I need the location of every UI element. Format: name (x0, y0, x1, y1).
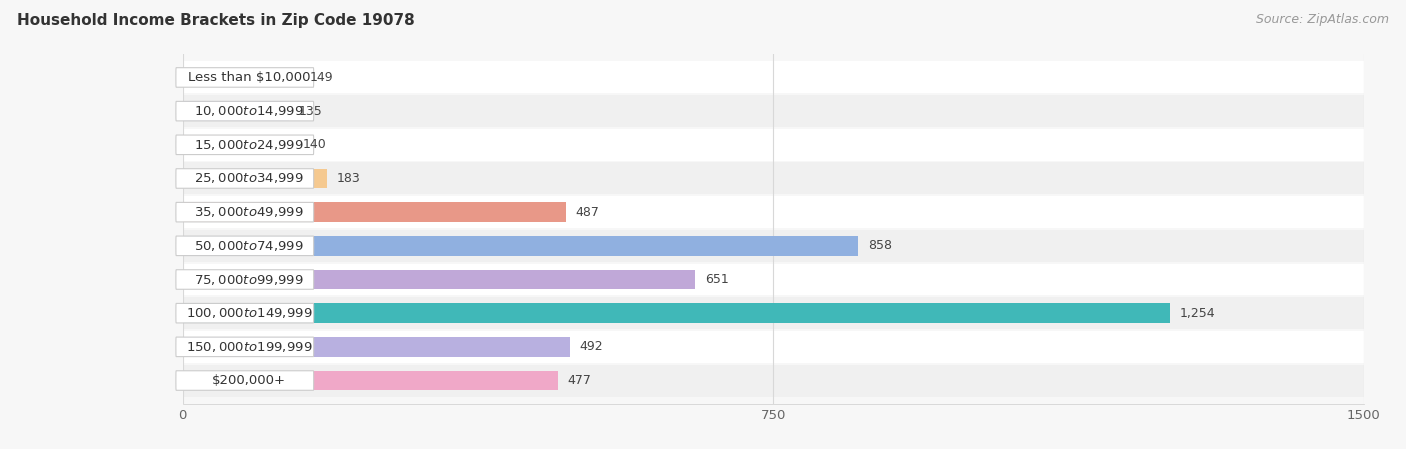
FancyBboxPatch shape (176, 202, 314, 222)
FancyBboxPatch shape (176, 270, 314, 289)
FancyBboxPatch shape (176, 371, 314, 390)
Bar (183, 129, 1364, 161)
FancyBboxPatch shape (176, 101, 314, 121)
FancyBboxPatch shape (176, 236, 314, 255)
Bar (183, 264, 1364, 295)
Text: $150,000 to $199,999: $150,000 to $199,999 (186, 340, 312, 354)
Text: $75,000 to $99,999: $75,000 to $99,999 (194, 273, 304, 286)
Bar (183, 95, 1364, 127)
Bar (183, 270, 696, 289)
Text: 858: 858 (868, 239, 891, 252)
Text: $50,000 to $74,999: $50,000 to $74,999 (194, 239, 304, 253)
Text: 1,254: 1,254 (1180, 307, 1215, 320)
Text: Source: ZipAtlas.com: Source: ZipAtlas.com (1256, 13, 1389, 26)
Bar (183, 365, 1364, 396)
Text: 487: 487 (575, 206, 599, 219)
Text: 149: 149 (309, 71, 333, 84)
Bar (183, 337, 571, 357)
Text: $35,000 to $49,999: $35,000 to $49,999 (194, 205, 304, 219)
Bar (183, 230, 1364, 262)
Text: 140: 140 (302, 138, 326, 151)
Bar (183, 331, 1364, 363)
FancyBboxPatch shape (176, 304, 314, 323)
Bar (183, 196, 1364, 228)
Bar (183, 236, 858, 255)
Text: 477: 477 (568, 374, 592, 387)
Text: Household Income Brackets in Zip Code 19078: Household Income Brackets in Zip Code 19… (17, 13, 415, 28)
Text: 183: 183 (336, 172, 360, 185)
Bar (183, 202, 567, 222)
Text: $200,000+: $200,000+ (212, 374, 285, 387)
Bar (183, 297, 1364, 329)
FancyBboxPatch shape (176, 68, 314, 87)
Text: 651: 651 (704, 273, 728, 286)
Bar (183, 304, 1170, 323)
FancyBboxPatch shape (176, 135, 314, 154)
Text: $10,000 to $14,999: $10,000 to $14,999 (194, 104, 304, 118)
FancyBboxPatch shape (176, 169, 314, 188)
Text: $25,000 to $34,999: $25,000 to $34,999 (194, 172, 304, 185)
Bar (183, 68, 299, 87)
Bar (183, 62, 1364, 93)
Bar (183, 371, 558, 390)
Text: $15,000 to $24,999: $15,000 to $24,999 (194, 138, 304, 152)
Bar (183, 135, 292, 154)
Text: $100,000 to $149,999: $100,000 to $149,999 (186, 306, 312, 320)
Bar (183, 101, 290, 121)
Bar (183, 163, 1364, 194)
Bar (183, 169, 326, 188)
Text: Less than $10,000: Less than $10,000 (187, 71, 311, 84)
FancyBboxPatch shape (176, 337, 314, 357)
Text: 135: 135 (298, 105, 322, 118)
Text: 492: 492 (579, 340, 603, 353)
